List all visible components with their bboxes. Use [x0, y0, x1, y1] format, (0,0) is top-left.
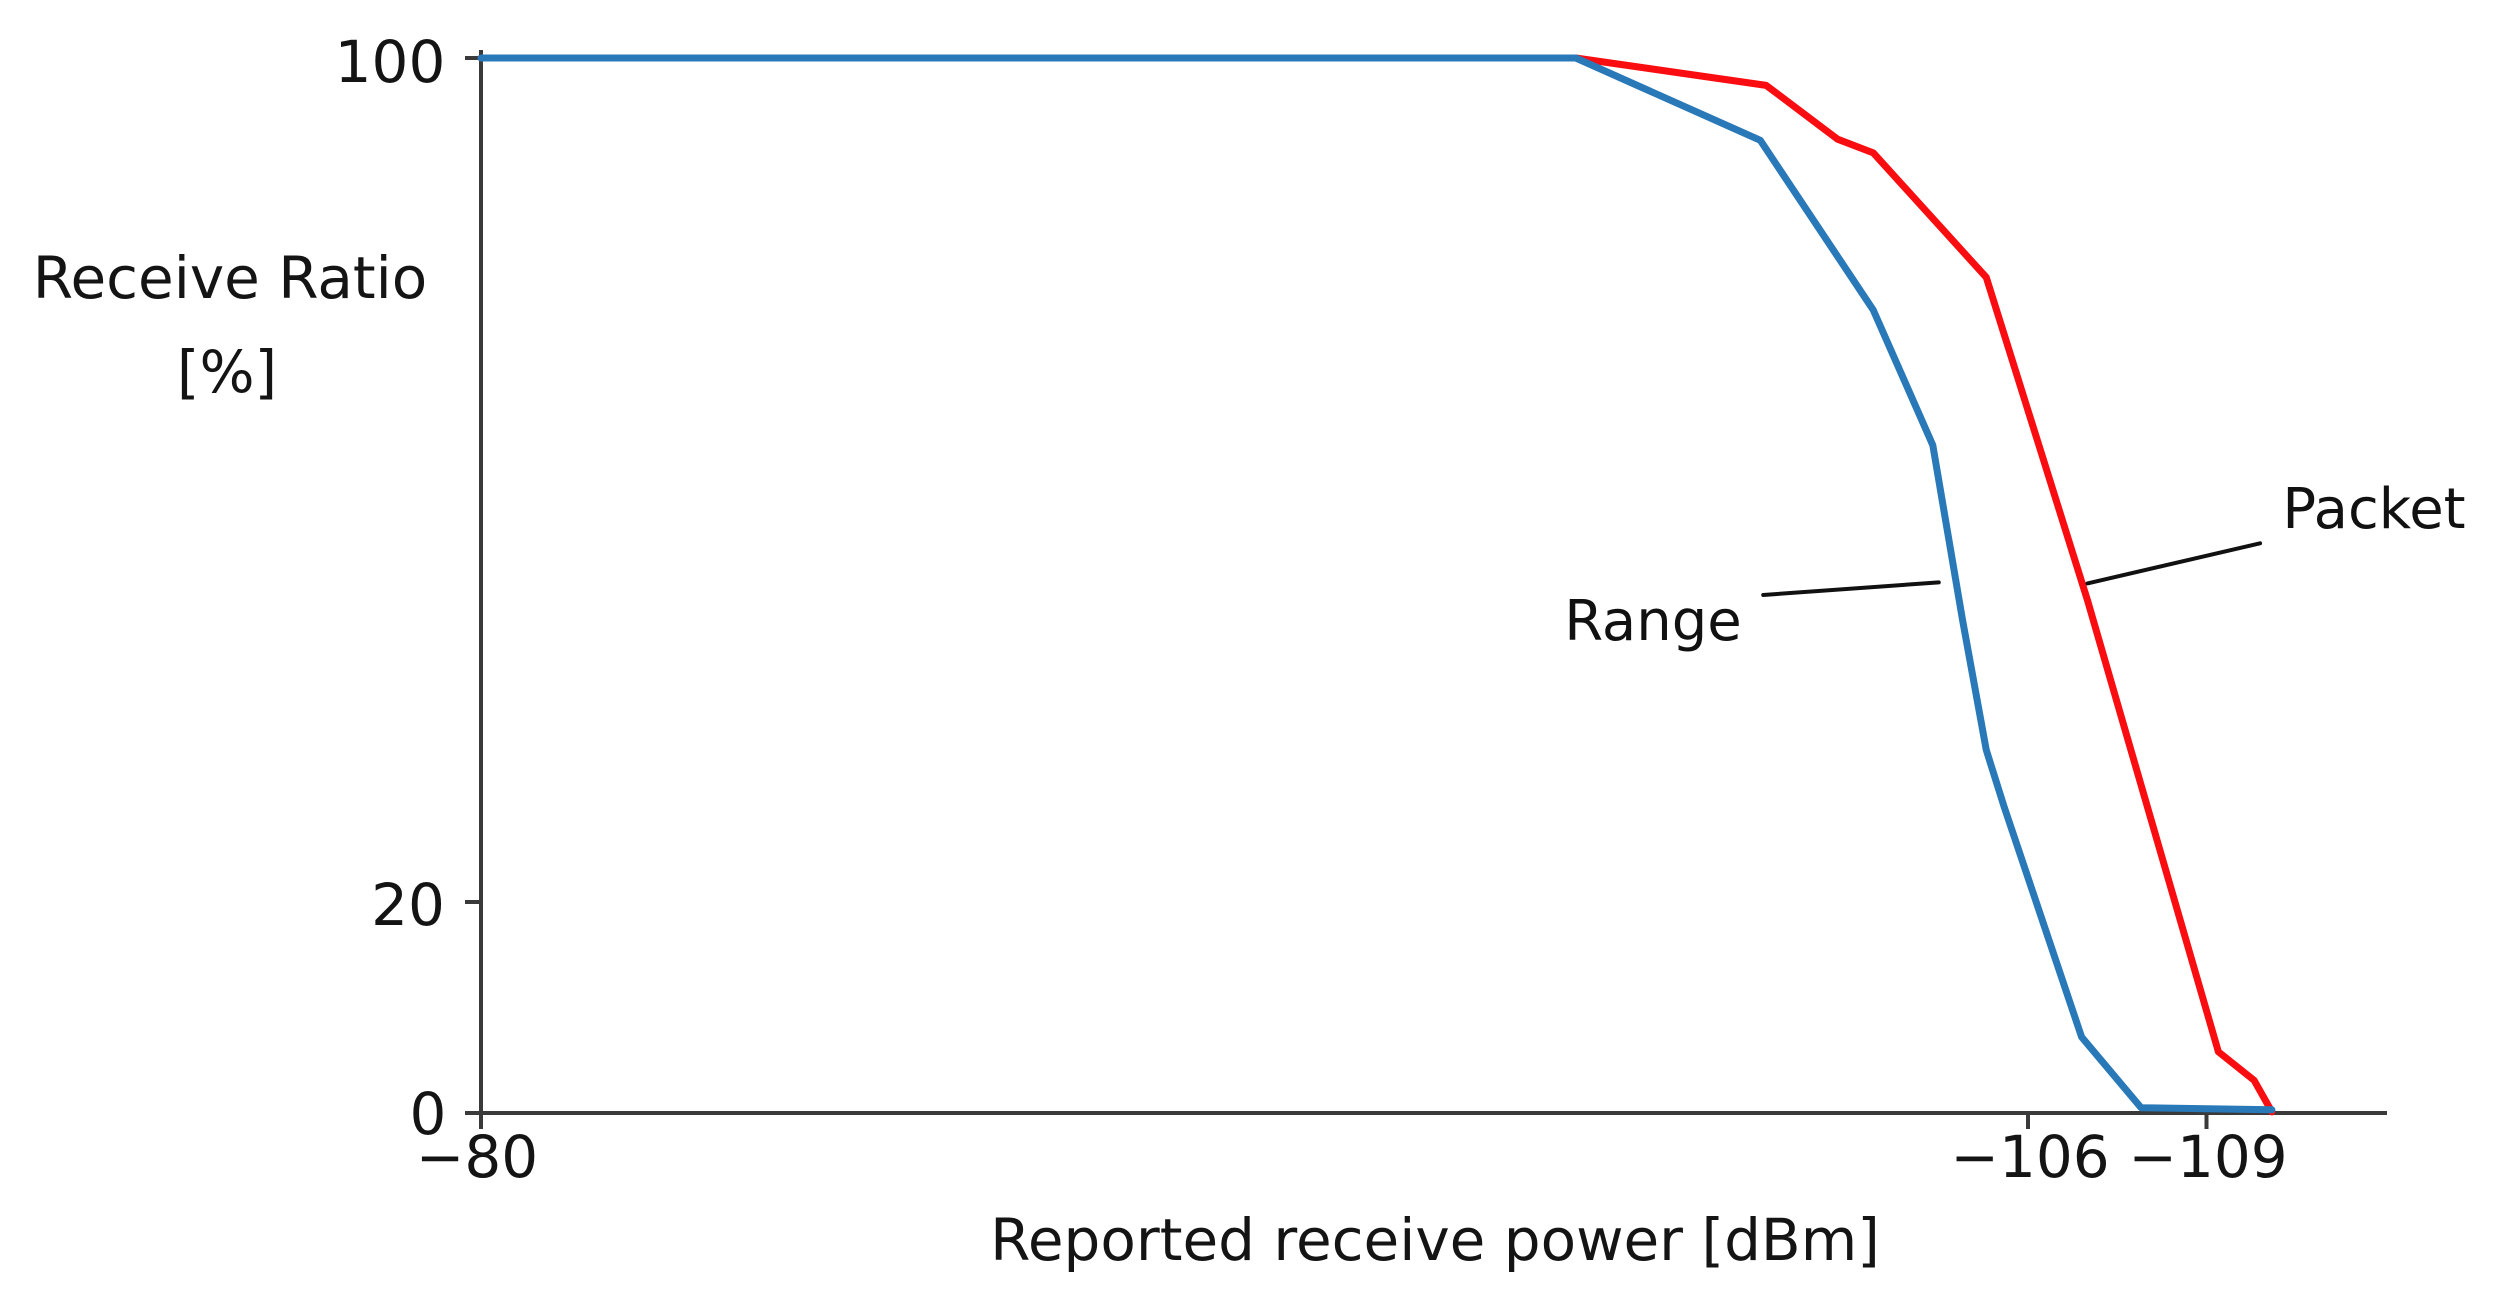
y-tick-label-20: 20: [371, 871, 445, 939]
range-series-line: [477, 54, 2276, 1114]
y-tick-label-0: 0: [409, 1080, 447, 1148]
x-tick-label-minus109: −109: [2128, 1123, 2288, 1191]
x-tick-label-minus106: −106: [1950, 1123, 2110, 1191]
y-tick-label-100: 100: [334, 28, 446, 96]
packet-series-line: [477, 54, 2276, 1116]
y-axis-title: Receive Ratio: [32, 244, 428, 312]
x-tick-label-minus80: −80: [415, 1123, 539, 1191]
series-label-packet: Packet: [2282, 477, 2466, 542]
packet-leader-line: [2085, 541, 2263, 586]
x-axis-title: Reported receive power [dBm]: [990, 1206, 1880, 1274]
range-leader-line: [1761, 580, 1941, 597]
y-axis-title-units: [%]: [176, 338, 278, 406]
series-label-range: Range: [1564, 589, 1742, 654]
